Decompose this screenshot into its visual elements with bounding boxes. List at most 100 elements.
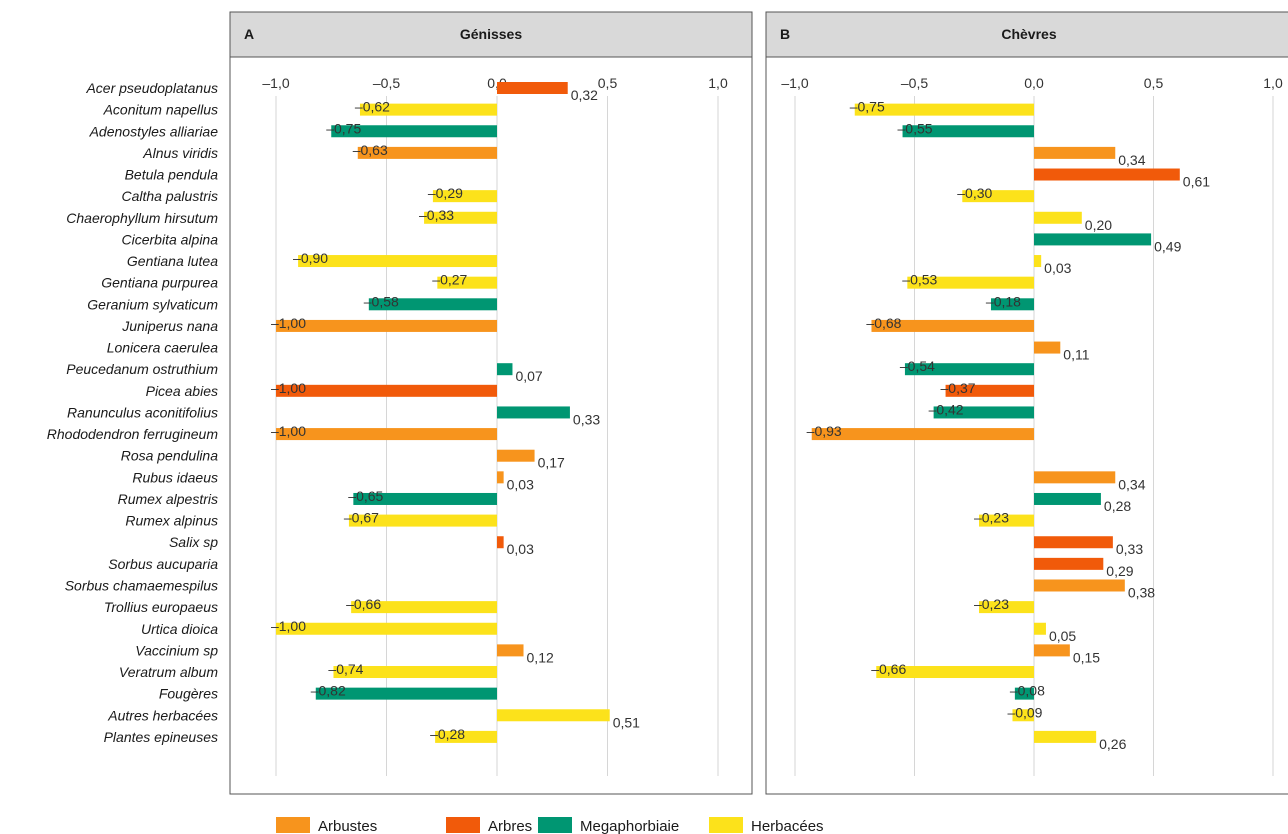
category-label: Veratrum album [119, 664, 218, 680]
data-label: –0,66 [346, 596, 381, 612]
category-label: Gentiana lutea [127, 253, 218, 269]
data-label: 0,33 [1116, 541, 1143, 557]
bar [357, 146, 497, 159]
bar [1034, 255, 1042, 268]
data-label: –0,65 [348, 488, 383, 504]
bar [351, 601, 497, 614]
bar [902, 125, 1034, 138]
bar [276, 622, 497, 635]
category-label: Ranunculus aconitifolius [67, 404, 218, 420]
bar [497, 709, 610, 722]
bar [811, 428, 1034, 441]
bar [1034, 211, 1082, 224]
data-label: 0,03 [1044, 260, 1071, 276]
data-label: –0,28 [430, 726, 465, 742]
category-label: Rumex alpestris [118, 491, 218, 507]
bar [1034, 644, 1070, 657]
data-label: –0,62 [355, 99, 390, 115]
bar [497, 82, 568, 94]
data-label: –1,00 [271, 380, 306, 396]
data-label: –0,75 [326, 120, 361, 136]
category-label: Sorbus aucuparia [108, 556, 218, 572]
x-tick-label: 0,0 [1024, 75, 1044, 91]
data-label: –0,18 [986, 293, 1021, 309]
panel-frame [765, 11, 1288, 795]
bar [876, 666, 1034, 679]
category-label: Trollius europaeus [104, 599, 218, 615]
data-label: 0,17 [538, 455, 565, 471]
legend-swatch [538, 817, 572, 833]
x-tick-label: 1,0 [708, 75, 728, 91]
data-label: 0,51 [613, 714, 640, 730]
data-label: 0,11 [1063, 347, 1089, 363]
bar [871, 319, 1034, 332]
x-tick-label: –1,0 [262, 75, 289, 91]
data-label: 0,33 [573, 411, 600, 427]
legend-swatch [709, 817, 743, 833]
bar [1034, 146, 1116, 159]
data-label: 0,20 [1085, 217, 1112, 233]
data-label: –0,90 [293, 250, 328, 266]
data-label: –0,42 [929, 401, 964, 417]
category-label: Acer pseudoplatanus [85, 80, 218, 96]
data-label: –0,09 [1007, 704, 1042, 720]
data-label: –0,68 [866, 315, 901, 331]
category-label: Adenostyles alliariae [89, 123, 219, 139]
bar [497, 644, 524, 657]
data-label: –0,30 [957, 185, 992, 201]
bar [907, 276, 1034, 289]
data-label: 0,34 [1118, 476, 1145, 492]
bar [424, 211, 497, 224]
category-label: Gentiana purpurea [101, 275, 218, 291]
bar [435, 730, 497, 743]
legend-swatch [276, 817, 310, 833]
bar [497, 406, 570, 419]
data-label: –0,66 [871, 661, 906, 677]
category-label: Geranium sylvaticum [87, 296, 218, 312]
category-label: Vaccinium sp [135, 642, 218, 658]
category-label: Peucedanum ostruthium [66, 361, 218, 377]
bar [359, 103, 497, 116]
bar [298, 255, 497, 268]
data-label: –0,33 [419, 207, 454, 223]
bar [276, 319, 497, 332]
bar [1034, 471, 1116, 484]
data-label: –1,00 [271, 315, 306, 331]
data-label: 0,34 [1118, 152, 1145, 168]
data-label: –1,00 [271, 618, 306, 634]
data-label: 0,05 [1049, 628, 1076, 644]
bar [1034, 622, 1046, 635]
category-label: Caltha palustris [122, 188, 219, 204]
data-label: –0,23 [974, 596, 1009, 612]
bar [1014, 687, 1034, 700]
panel-header [765, 11, 1288, 58]
x-tick-label: 1,0 [1263, 75, 1283, 91]
data-label: 0,49 [1154, 238, 1181, 254]
bar [432, 190, 497, 203]
legend-label: Arbres [488, 818, 532, 834]
bar [331, 125, 497, 138]
data-label: –1,00 [271, 423, 306, 439]
bar [979, 514, 1034, 527]
category-label: Picea abies [146, 383, 218, 399]
data-label: –0,55 [898, 120, 933, 136]
bar [497, 536, 504, 549]
category-label: Plantes epineuses [104, 729, 218, 745]
panel-letter: A [244, 26, 254, 42]
bar [945, 384, 1034, 397]
bar [1034, 168, 1180, 181]
data-label: 0,32 [571, 87, 598, 103]
data-label: –0,58 [364, 293, 399, 309]
category-label: Urtica dioica [141, 621, 218, 637]
bar [437, 276, 497, 289]
category-label: Lonicera caerulea [107, 340, 219, 356]
bar [979, 601, 1034, 614]
data-label: 0,12 [527, 649, 554, 665]
category-label: Fougères [159, 686, 218, 702]
data-label: 0,07 [515, 368, 542, 384]
category-label: Rosa pendulina [121, 448, 219, 464]
data-label: –0,54 [900, 358, 935, 374]
x-tick-label: 0,5 [598, 75, 618, 91]
category-label: Salix sp [169, 534, 218, 550]
